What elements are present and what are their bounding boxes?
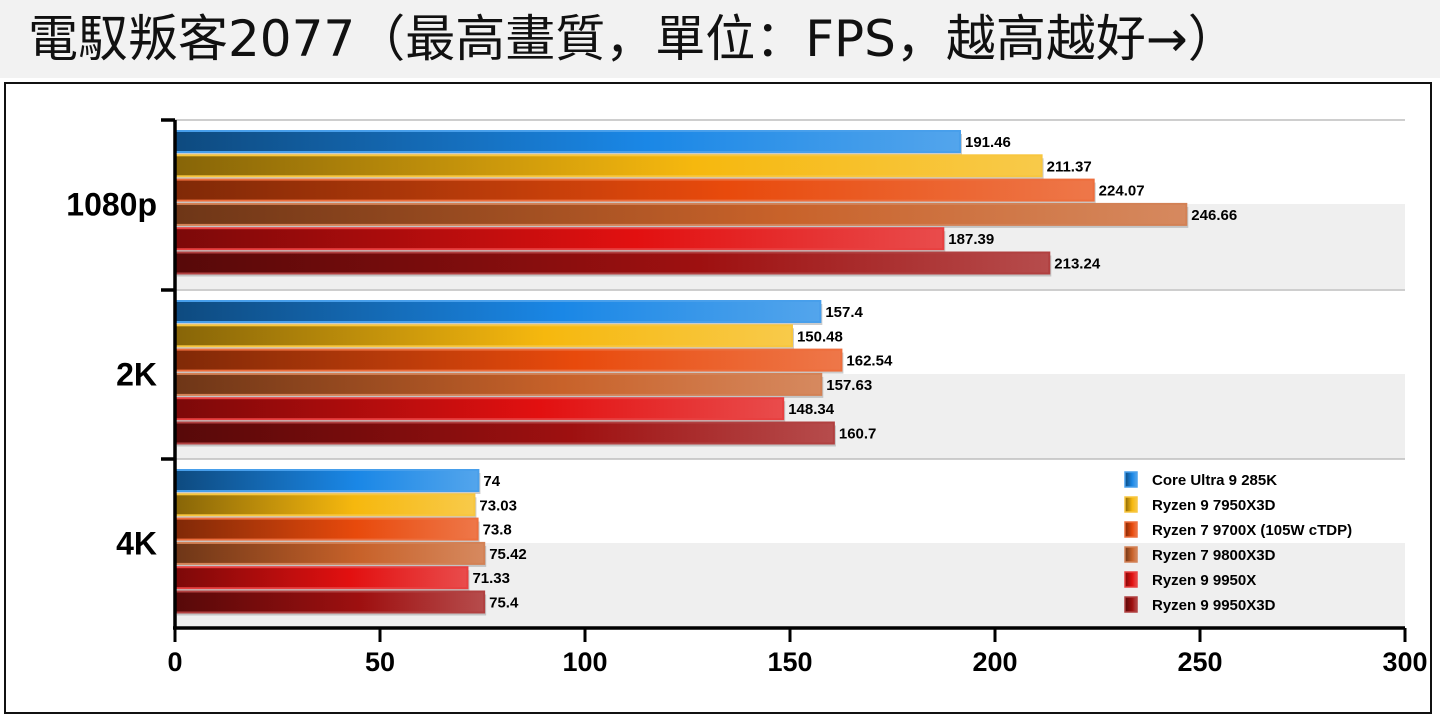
title-bar: 電馭叛客2077（最高畫質，單位：FPS，越高越好→） (0, 0, 1440, 78)
legend-swatch (1124, 496, 1138, 513)
bar (174, 178, 1095, 202)
value-label: 224.07 (1099, 183, 1145, 200)
x-tick-label: 200 (972, 647, 1017, 677)
bar (174, 202, 1188, 226)
bar (174, 372, 823, 396)
bar (174, 324, 793, 348)
bar (174, 227, 945, 251)
bar (174, 421, 835, 445)
bar (174, 300, 822, 323)
category-label: 4K (116, 526, 157, 562)
value-label: 211.37 (1047, 158, 1092, 175)
value-label: 71.33 (472, 570, 510, 587)
x-tick-label: 50 (365, 647, 395, 677)
legend-label: Ryzen 7 9800X3D (1152, 547, 1276, 564)
value-label: 191.46 (965, 134, 1011, 151)
chart-title: 電馭叛客2077（最高畫質，單位：FPS，越高越好→） (28, 10, 1238, 68)
legend-label: Ryzen 9 9950X (1152, 572, 1256, 589)
bar (174, 517, 479, 541)
bar (174, 469, 480, 492)
x-tick-label: 250 (1177, 647, 1222, 677)
value-label: 75.42 (489, 546, 527, 563)
legend-label: Ryzen 9 9950X3D (1152, 597, 1276, 614)
legend-swatch (1124, 596, 1138, 613)
value-label: 150.48 (797, 328, 843, 345)
bar (174, 566, 469, 590)
value-label: 148.34 (788, 401, 835, 418)
bar (174, 130, 961, 153)
legend-label: Ryzen 7 9700X (105W cTDP) (1152, 522, 1352, 539)
value-label: 74 (483, 473, 500, 490)
axes (161, 118, 1407, 642)
value-label: 157.4 (825, 304, 863, 321)
legend: Core Ultra 9 285K Ryzen 9 7950X3D Ryzen 7 … (1124, 471, 1352, 614)
legend-swatch (1124, 546, 1138, 563)
x-tick-label: 150 (767, 647, 812, 677)
bar (174, 348, 843, 372)
legend-swatch (1124, 471, 1138, 488)
bar (174, 154, 1043, 178)
bar (174, 251, 1051, 275)
bar (174, 493, 476, 517)
legend-label: Core Ultra 9 285K (1152, 472, 1277, 489)
value-label: 75.4 (489, 595, 519, 612)
category-label: 1080p (66, 187, 157, 223)
category-label: 2K (116, 357, 157, 393)
legend-swatch (1124, 571, 1138, 588)
value-label: 213.24 (1054, 256, 1101, 273)
bar (174, 590, 486, 614)
x-tick-label: 0 (167, 647, 182, 677)
bar (174, 397, 785, 421)
labels: 191.46 211.37 224.07 246.66 187.39 213.24 1080… (66, 134, 1427, 677)
x-tick-label: 100 (562, 647, 607, 677)
value-label: 160.7 (839, 426, 877, 443)
value-label: 73.03 (479, 497, 517, 514)
legend-swatch (1124, 521, 1138, 538)
value-label: 187.39 (948, 231, 994, 248)
value-label: 162.54 (846, 353, 893, 370)
value-label: 157.63 (826, 377, 872, 394)
value-label: 246.66 (1191, 207, 1237, 224)
bar (174, 541, 486, 565)
value-label: 73.8 (483, 522, 512, 539)
bars (174, 130, 1189, 616)
legend-label: Ryzen 9 7950X3D (1152, 497, 1276, 514)
x-tick-label: 300 (1382, 647, 1427, 677)
